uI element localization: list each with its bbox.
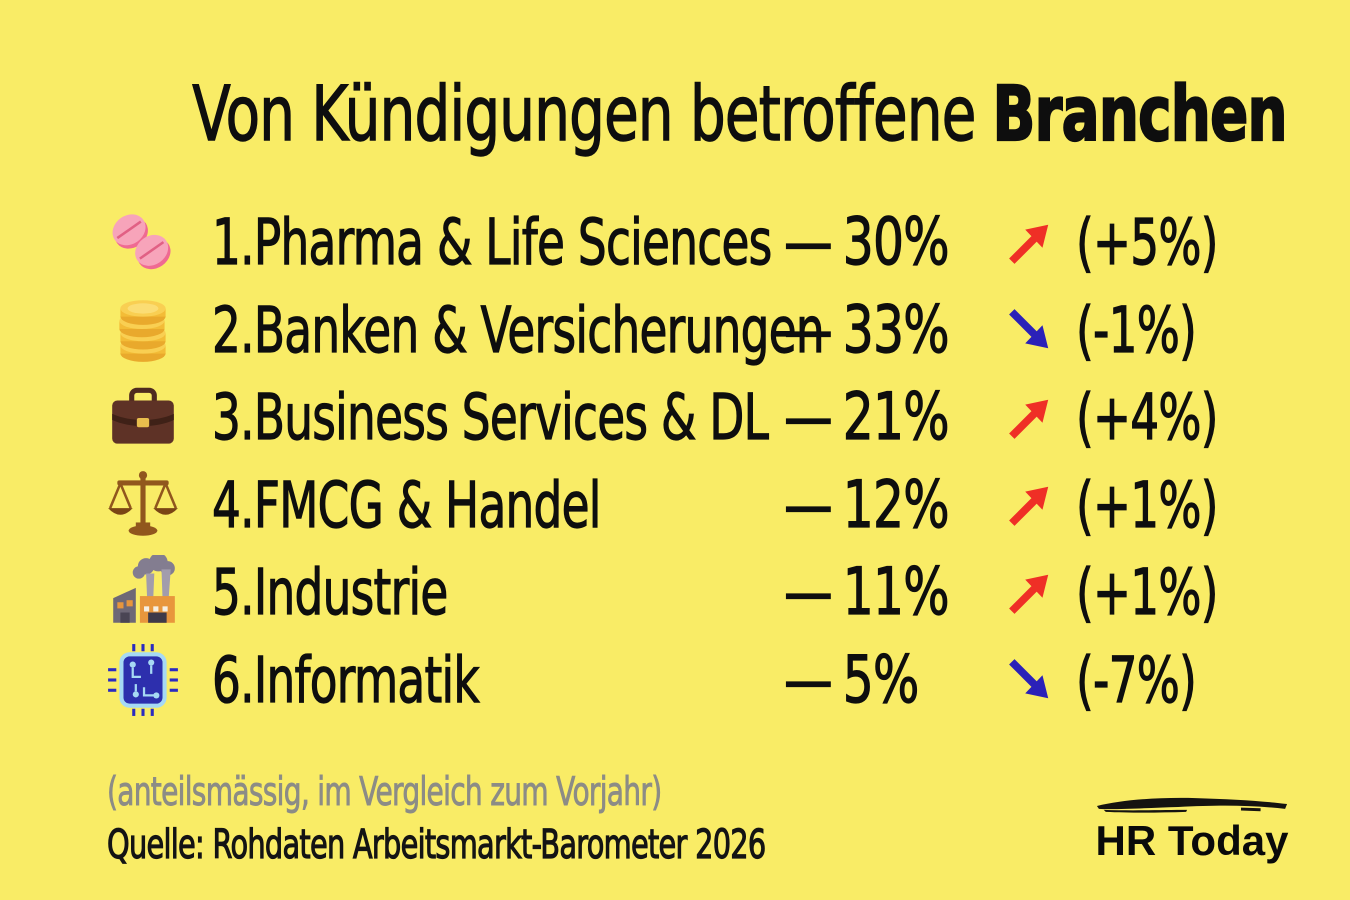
row-label: Pharma & Life Sciences: [253, 206, 772, 280]
row-rank: 2.: [212, 293, 255, 367]
row-value: 30%: [842, 205, 950, 281]
row-rank: 3.: [212, 381, 255, 455]
title-bold: Branchen: [992, 69, 1289, 158]
dash: —: [784, 292, 834, 368]
row-rank: 5.: [212, 556, 255, 630]
row-change: (-7%): [1076, 643, 1198, 717]
briefcase-icon: [105, 380, 212, 456]
row-label: Banken & Versicherungen: [253, 293, 825, 367]
coin-stack-icon: [105, 292, 212, 368]
trend-up-icon: [984, 395, 1076, 441]
logo-text: HR Today: [1095, 817, 1289, 864]
row-change: (+1%): [1076, 556, 1219, 630]
dash: —: [784, 380, 834, 456]
balance-scale-icon: [105, 467, 212, 543]
brush-stroke-icon: [1096, 797, 1288, 813]
row-rank: 6.: [212, 643, 255, 717]
row-rank: 1.: [212, 206, 255, 280]
industry-row-industrie: 5.Industrie —11% (+1%): [105, 549, 1305, 637]
industry-list: 1.Pharma & Life Sciences —30% (+5%): [105, 199, 1305, 724]
dash: —: [784, 555, 834, 631]
microchip-icon: [105, 642, 212, 718]
row-value: 5%: [842, 642, 919, 718]
trend-up-icon: [984, 570, 1076, 616]
dash: —: [784, 205, 834, 281]
row-value: 12%: [842, 467, 950, 543]
row-change: (-1%): [1076, 293, 1198, 367]
footnote: (anteilsmässig, im Vergleich zum Vorjahr…: [107, 770, 877, 816]
factory-icon: [105, 554, 212, 631]
industry-row-pharma: 1.Pharma & Life Sciences —30% (+5%): [105, 199, 1305, 287]
source-text: Quelle: Rohdaten Arbeitsmarkt-Barometer …: [107, 821, 767, 868]
page-title: Von Kündigungen betroffene Branchen: [0, 69, 1350, 158]
pills-icon: [105, 205, 212, 281]
row-value: 11%: [842, 555, 950, 631]
industry-row-banken: 2.Banken & Versicherungen —33% (-1%): [105, 287, 1305, 375]
industry-row-fmcg: 4.FMCG & Handel —12% (+1%): [105, 462, 1305, 550]
row-label: FMCG & Handel: [253, 468, 601, 542]
trend-up-icon: [984, 220, 1076, 266]
row-label: Informatik: [253, 643, 480, 717]
row-value: 33%: [842, 292, 950, 368]
row-change: (+1%): [1076, 468, 1219, 542]
trend-down-icon: [984, 657, 1076, 703]
footnote-text: (anteilsmässig, im Vergleich zum Vorjahr…: [107, 770, 663, 816]
industry-row-business: 3.Business Services & DL —21% (+4%): [105, 374, 1305, 462]
hr-today-logo: HR Today: [1086, 793, 1298, 865]
trend-down-icon: [984, 307, 1076, 353]
industry-row-informatik: 6.Informatik —5% (-7%): [105, 637, 1305, 725]
row-change: (+5%): [1076, 206, 1219, 280]
trend-up-icon: [984, 482, 1076, 528]
title-regular: Von Kündigungen betroffene: [192, 69, 977, 158]
dash: —: [784, 642, 834, 718]
row-rank: 4.: [212, 468, 255, 542]
source-line: Quelle: Rohdaten Arbeitsmarkt-Barometer …: [107, 821, 1022, 868]
row-value: 21%: [842, 380, 950, 456]
row-label: Industrie: [253, 556, 448, 630]
row-change: (+4%): [1076, 381, 1219, 455]
row-label: Business Services & DL: [253, 381, 769, 455]
dash: —: [784, 467, 834, 543]
